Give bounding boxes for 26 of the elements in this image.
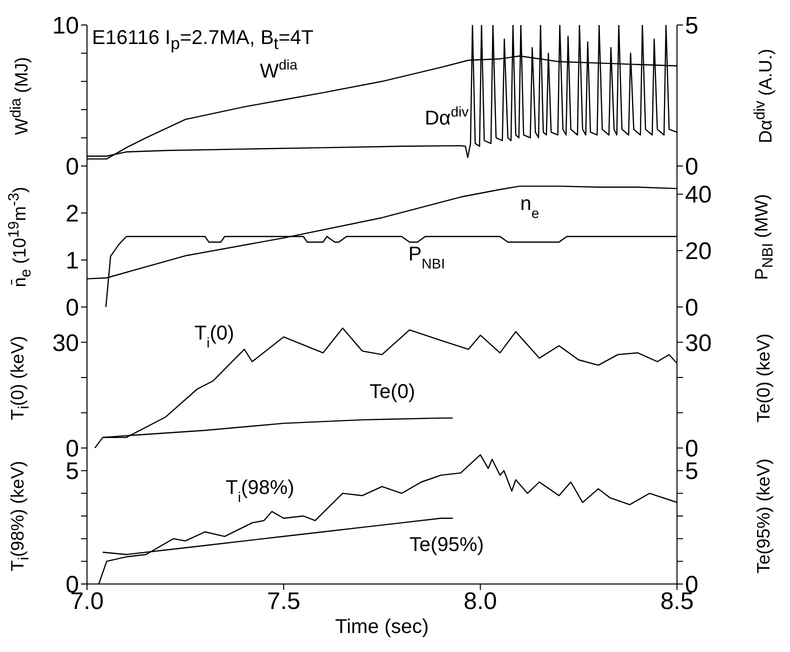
series-label: P$_{NBI}$ (408, 244, 446, 272)
y-tick-label: 0 (66, 154, 79, 181)
y-tick-label: 10 (52, 12, 79, 40)
series-label: T$_{i}$(0) (194, 322, 234, 350)
x-axis-title: Time (sec) (334, 616, 430, 639)
y2-tick-label: 20 (685, 238, 712, 266)
y2-tick-label: 30 (685, 330, 712, 357)
series-label: W$^{dia}$ (260, 56, 298, 83)
x-tick-label: 8.0 (464, 588, 498, 616)
y2-axis-title: Te(95%) (keV) (754, 458, 774, 574)
y-tick-label: 30 (52, 330, 79, 357)
y-tick-label: 1 (66, 248, 79, 275)
x-tick-label: 7.5 (266, 588, 300, 616)
series-label: Te(0) (370, 380, 416, 403)
y2-tick-label: 40 (685, 182, 712, 209)
y-tick-label: 0 (66, 294, 79, 322)
series-label: Te(95%) (409, 534, 484, 556)
series-label: n$_{e}$ (520, 193, 540, 222)
annotation: E16116 I$_{p}$=2.7MA, B$_{t}$=4T (92, 27, 314, 54)
y2-tick-label: 0 (685, 154, 698, 181)
y2-tick-label: 5 (685, 12, 698, 40)
series-label: T$_{i}$(98%) (226, 476, 294, 505)
y2-tick-label: 0 (685, 294, 698, 322)
y2-axis-title: Te(0) (keV) (754, 332, 774, 422)
y-tick-label: 2 (66, 200, 79, 228)
series-label: Dα$^{div}$ (424, 103, 469, 130)
